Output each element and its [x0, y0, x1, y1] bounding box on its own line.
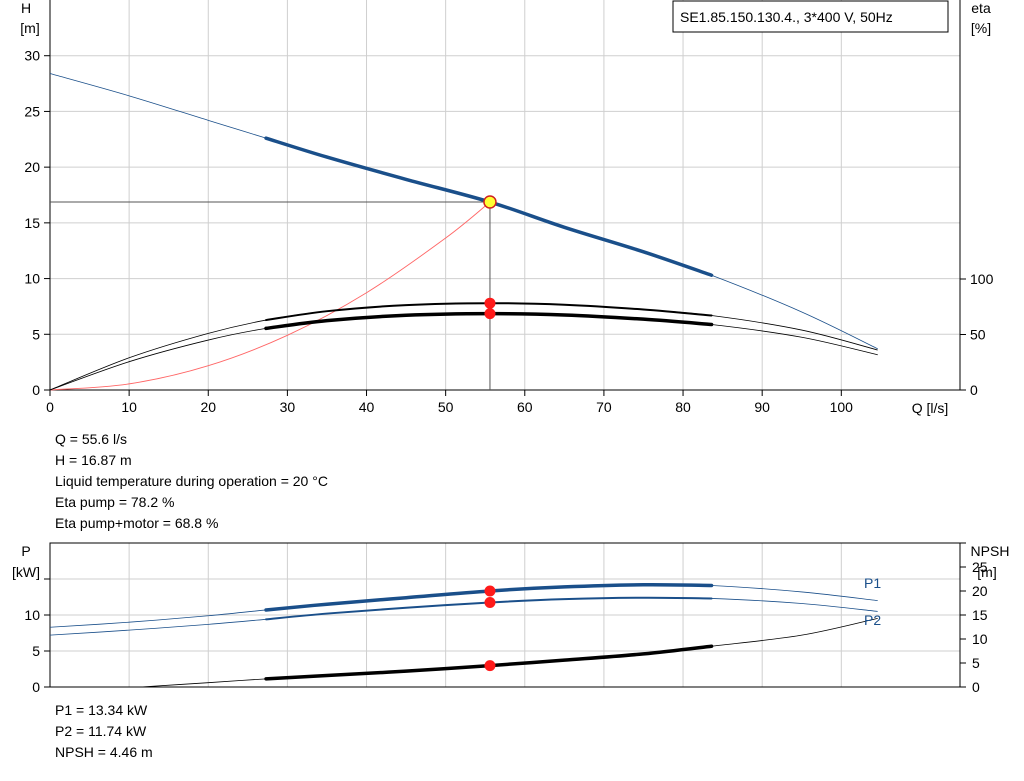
tick-label-eta: 50	[970, 327, 986, 343]
eta-pump-motor-curve-line	[49, 313, 878, 391]
y2-axis-label-npsh: NPSH	[971, 543, 1010, 559]
system-curve-line	[49, 201, 491, 391]
tick-label-h: 5	[32, 326, 40, 342]
y2-axis-unit-eta: [%]	[971, 20, 991, 36]
bottom-chart-series	[49, 582, 878, 688]
tick-label-q: 10	[121, 399, 137, 415]
info-flow: Q = 55.6 l/s	[55, 431, 127, 447]
y-axis-unit-p: [kW]	[12, 564, 40, 580]
info-liquid-temperature: Liquid temperature during operation = 20…	[55, 473, 328, 489]
info-p1: P1 = 13.34 kW	[55, 702, 148, 718]
tick-label-h: 15	[24, 215, 40, 231]
y-axis-label-p: P	[21, 543, 30, 559]
chart-legend: SE1.85.150.130.4., 3*400 V, 50Hz	[672, 0, 949, 33]
npsh-curve-line	[140, 617, 878, 688]
tick-label-p: 10	[24, 607, 40, 623]
info-block-top: Q = 55.6 l/s H = 16.87 m Liquid temperat…	[55, 429, 328, 534]
y-axis-label-h: H	[21, 0, 31, 16]
tick-label-q: 80	[675, 399, 691, 415]
info-head: H = 16.87 m	[55, 452, 132, 468]
eta-pump-curve-line	[49, 302, 878, 391]
tick-label-p: 5	[32, 643, 40, 659]
tick-label-h: 30	[24, 48, 40, 64]
tick-label-npsh: 0	[972, 679, 980, 695]
chart-frames	[49, 0, 961, 688]
info-p2: P2 = 11.74 kW	[55, 723, 147, 739]
marker-p2	[484, 596, 496, 608]
marker-npsh	[484, 660, 496, 672]
tick-label-h: 25	[24, 103, 40, 119]
y2-axis-label-eta: eta	[971, 0, 991, 16]
operating-point-markers	[50, 195, 497, 672]
info-npsh: NPSH = 4.46 m	[55, 744, 153, 760]
tick-label-eta: 0	[970, 382, 978, 398]
marker-eta-pump-motor	[484, 308, 496, 320]
tick-label-npsh: 5	[972, 655, 980, 671]
y-axis-unit-h: [m]	[20, 20, 39, 36]
marker-eta-pump	[484, 297, 496, 309]
marker-p1	[484, 585, 496, 597]
tick-label-q: 60	[517, 399, 533, 415]
tick-label-npsh: 20	[972, 583, 988, 599]
tick-label-q: 70	[596, 399, 612, 415]
top-chart-series	[49, 73, 878, 391]
tick-label-q: 40	[359, 399, 375, 415]
tick-label-q: 20	[200, 399, 216, 415]
series-label-p1: P1	[864, 575, 881, 591]
tick-label-eta: 100	[970, 271, 994, 287]
tick-label-q: 100	[830, 399, 854, 415]
tick-label-p: 0	[32, 679, 40, 695]
tick-label-q: 0	[46, 399, 54, 415]
tick-label-q: 50	[438, 399, 454, 415]
series-label-p2: P2	[864, 612, 881, 628]
tick-label-npsh: 25	[972, 559, 988, 575]
tick-label-npsh: 10	[972, 631, 988, 647]
info-eta-pump-motor: Eta pump+motor = 68.8 %	[55, 515, 219, 531]
tick-label-q: 90	[754, 399, 770, 415]
p1-curve-line	[49, 584, 878, 628]
legend-text: SE1.85.150.130.4., 3*400 V, 50Hz	[680, 9, 893, 25]
y2-axis-unit-npsh: [m]	[977, 564, 996, 580]
tick-label-npsh: 15	[972, 607, 988, 623]
head-curve-line	[49, 73, 878, 350]
top-chart-grid	[50, 0, 960, 390]
tick-label-h: 0	[32, 382, 40, 398]
info-block-bottom: P1 = 13.34 kW P2 = 11.74 kW NPSH = 4.46 …	[55, 700, 153, 763]
x-axis-label: Q [l/s]	[912, 400, 949, 416]
tick-label-q: 30	[280, 399, 296, 415]
info-eta-pump: Eta pump = 78.2 %	[55, 494, 175, 510]
tick-label-h: 10	[24, 271, 40, 287]
tick-label-h: 20	[24, 159, 40, 175]
marker-duty-point	[483, 195, 497, 209]
